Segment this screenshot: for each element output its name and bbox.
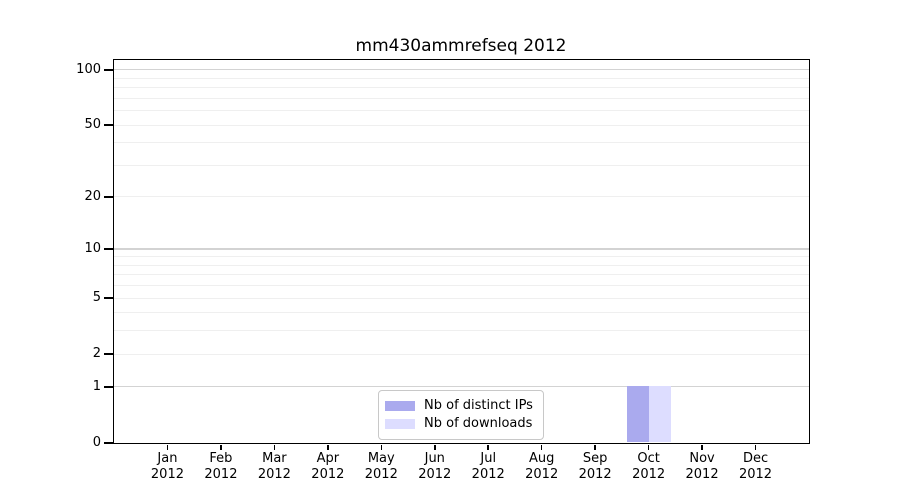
- y-gridline-minor: [113, 264, 809, 266]
- y-gridline-minor: [113, 97, 809, 99]
- x-tick-year: 2012: [257, 467, 291, 482]
- y-tick-mark: [104, 196, 113, 198]
- x-tick-label: Jul 2012: [448, 451, 528, 483]
- x-tick-year: 2012: [311, 467, 345, 482]
- y-gridline-minor: [113, 312, 809, 314]
- x-tick-label: Jun 2012: [395, 451, 475, 483]
- y-gridline-minor: [113, 110, 809, 112]
- x-tick-month: Sep: [582, 451, 608, 466]
- x-tick-mark: [166, 444, 169, 450]
- x-tick-label: Sep 2012: [555, 451, 635, 483]
- y-gridline-minor: [113, 256, 809, 258]
- y-tick-mark: [104, 248, 113, 250]
- y-gridline-minor: [113, 274, 809, 276]
- y-gridline-major: [113, 248, 809, 250]
- chart-title: mm430ammrefseq 2012: [355, 36, 567, 56]
- y-tick-label: 10: [84, 241, 101, 257]
- y-gridline-major: [113, 68, 809, 71]
- y-gridline-minor: [113, 330, 809, 332]
- y-tick-mark: [104, 442, 113, 444]
- y-tick-label: 1: [92, 378, 101, 394]
- x-tick-mark: [380, 444, 383, 450]
- x-tick-year: 2012: [685, 467, 719, 482]
- x-tick-mark: [540, 444, 543, 450]
- x-tick-year: 2012: [150, 467, 184, 482]
- legend-swatch-nb-of-distinct-ips: [385, 401, 415, 411]
- x-tick-label: Apr 2012: [288, 451, 368, 483]
- x-tick-month: Oct: [637, 451, 660, 466]
- x-tick-month: Aug: [528, 451, 555, 466]
- y-gridline-minor: [113, 285, 809, 287]
- x-tick-year: 2012: [632, 467, 666, 482]
- y-tick-label: 100: [76, 61, 101, 77]
- legend: Nb of distinct IPs Nb of downloads: [378, 390, 544, 440]
- y-tick-label: 50: [84, 117, 101, 133]
- x-tick-label: Aug 2012: [502, 451, 582, 483]
- x-tick-mark: [754, 444, 757, 450]
- bar-nb-of-distinct-ips: [627, 386, 650, 443]
- x-tick-month: Nov: [689, 451, 715, 466]
- x-tick-label: Oct 2012: [609, 451, 689, 483]
- x-tick-year: 2012: [578, 467, 612, 482]
- x-tick-month: Mar: [262, 451, 287, 466]
- legend-label: Nb of distinct IPs: [424, 398, 533, 413]
- y-tick-label: 20: [84, 188, 101, 204]
- x-tick-mark: [434, 444, 436, 450]
- x-tick-month: Apr: [316, 451, 340, 466]
- x-tick-month: May: [367, 451, 395, 466]
- y-tick-mark: [104, 124, 113, 126]
- y-gridline-minor: [113, 164, 809, 166]
- x-tick-year: 2012: [525, 467, 559, 482]
- bar-nb-of-downloads: [649, 386, 672, 443]
- plot-area: [112, 58, 810, 444]
- x-tick-label: May 2012: [341, 451, 421, 483]
- y-gridline-minor: [113, 297, 809, 299]
- y-tick-mark: [104, 69, 113, 71]
- x-tick-label: Jan 2012: [127, 451, 207, 483]
- x-tick-mark: [647, 444, 650, 450]
- x-tick-year: 2012: [204, 467, 238, 482]
- y-gridline-minor: [113, 196, 809, 198]
- x-tick-mark: [327, 444, 329, 450]
- x-tick-label: Feb 2012: [181, 451, 261, 483]
- x-tick-year: 2012: [471, 467, 505, 482]
- y-gridline-major: [113, 385, 809, 388]
- x-tick-month: Feb: [209, 451, 233, 466]
- x-tick-mark: [220, 444, 222, 450]
- x-tick-year: 2012: [418, 467, 452, 482]
- x-tick-month: Jan: [157, 451, 178, 466]
- y-tick-mark: [104, 297, 113, 299]
- legend-label: Nb of downloads: [424, 416, 533, 431]
- x-tick-label: Dec 2012: [716, 451, 796, 483]
- x-tick-label: Mar 2012: [234, 451, 314, 483]
- y-gridline-minor: [113, 124, 809, 126]
- x-tick-month: Dec: [742, 451, 769, 466]
- y-tick-label: 5: [92, 290, 101, 306]
- y-tick-mark: [104, 386, 113, 388]
- x-tick-year: 2012: [364, 467, 398, 482]
- y-gridline-minor: [113, 87, 809, 89]
- y-gridline-minor: [113, 77, 809, 79]
- legend-swatch-nb-of-downloads: [385, 419, 415, 429]
- y-gridline-minor: [113, 142, 809, 144]
- legend-entry: Nb of downloads: [385, 415, 533, 433]
- x-tick-label: Nov 2012: [662, 451, 742, 483]
- y-tick-mark: [104, 353, 113, 355]
- x-tick-mark: [701, 444, 703, 450]
- y-gridline-minor: [113, 353, 809, 355]
- x-tick-mark: [594, 444, 596, 450]
- legend-entry: Nb of distinct IPs: [385, 397, 533, 415]
- x-tick-month: Jul: [480, 451, 497, 466]
- y-tick-label: 2: [92, 346, 101, 362]
- x-tick-mark: [273, 444, 276, 450]
- x-tick-month: Jun: [424, 451, 445, 466]
- y-tick-label: 0: [92, 435, 101, 450]
- x-tick-mark: [487, 444, 489, 450]
- x-tick-year: 2012: [738, 467, 773, 482]
